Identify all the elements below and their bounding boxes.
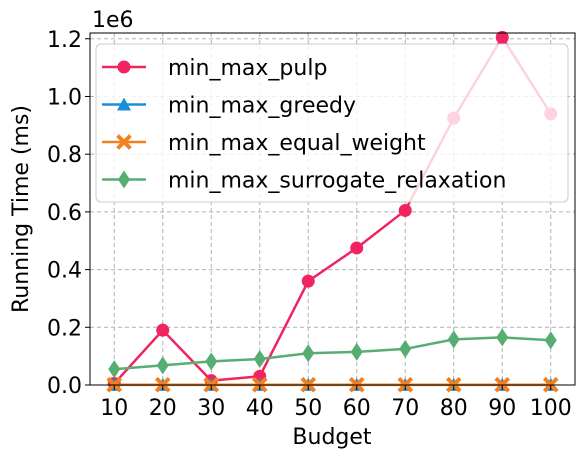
y-tick-label: 0.4 [47, 259, 82, 284]
data-point [399, 339, 412, 358]
x-tick-label: 80 [440, 396, 468, 421]
data-point [156, 323, 170, 337]
legend: min_max_pulp min_max_greedy min_max_equal_… [95, 43, 569, 203]
x-tick-label: 20 [149, 396, 177, 421]
x-tick-label: 10 [100, 396, 128, 421]
axis-ticks: 10 20 30 40 50 60 70 80 90 100 0.0 0.2 0.4 0.6 0.8 1.0 1… [47, 28, 572, 421]
x-tick-label: 100 [530, 396, 572, 421]
y-tick-label: 0.6 [47, 201, 82, 226]
data-point [544, 331, 557, 350]
y-tick-label: 0.8 [47, 143, 82, 168]
x-tick-label: 90 [488, 396, 516, 421]
legend-marker [116, 134, 132, 150]
data-point [156, 356, 169, 375]
legend-box [95, 43, 569, 203]
legend-marker [118, 170, 130, 189]
y-scale-label: 1e6 [92, 8, 134, 33]
y-tick-label: 1.2 [47, 28, 82, 53]
data-point [301, 274, 315, 288]
y-tick-label: 1.0 [47, 85, 82, 110]
x-tick-label: 40 [246, 396, 274, 421]
data-point [496, 328, 509, 347]
data-point [495, 30, 509, 44]
data-point [302, 344, 315, 363]
x-tick-label: 70 [391, 396, 419, 421]
x-tick-label: 30 [197, 396, 225, 421]
x-tick-label: 50 [294, 396, 322, 421]
legend-item: min_max_greedy [102, 94, 356, 119]
plot-frame [89, 32, 576, 386]
legend-label: min_max_surrogate_relaxation [168, 169, 506, 194]
legend-label: min_max_equal_weight [168, 131, 426, 156]
series-line [114, 336, 551, 371]
data-point [205, 352, 218, 371]
data-point [108, 360, 121, 379]
data-point [350, 342, 363, 361]
y-axis-label: Running Time (ms) [9, 105, 34, 313]
data-point [253, 350, 266, 369]
legend-label: min_max_greedy [168, 94, 356, 119]
data-point [447, 330, 460, 349]
x-tick-label: 60 [343, 396, 371, 421]
y-tick-label: 0.0 [47, 374, 82, 399]
legend-marker [117, 97, 131, 111]
legend-item: min_max_equal_weight [102, 131, 426, 156]
data-point [350, 241, 364, 255]
data-point [398, 203, 412, 217]
y-tick-label: 0.2 [47, 316, 82, 341]
legend-label: min_max_pulp [168, 56, 327, 81]
legend-item: min_max_surrogate_relaxation [102, 169, 506, 194]
series-min_max_surrogate_relaxation [108, 328, 557, 379]
legend-item: min_max_pulp [102, 56, 327, 81]
x-axis-label: Budget [292, 425, 372, 450]
legend-marker [117, 60, 131, 74]
